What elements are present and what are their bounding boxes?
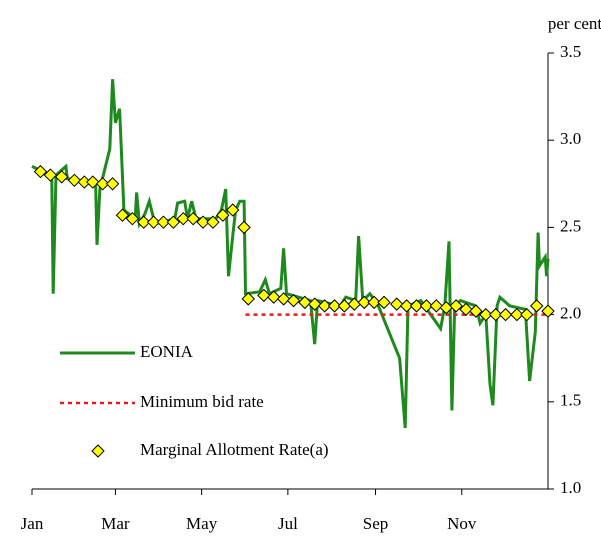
marker [357, 295, 371, 310]
marker [125, 211, 140, 226]
legend-marker [91, 444, 105, 458]
x-tick-label: Nov [447, 514, 477, 533]
line [31, 79, 550, 429]
marker [196, 215, 210, 229]
y-tick-label: 1.5 [560, 391, 581, 410]
marker [136, 215, 151, 229]
marker [298, 295, 312, 310]
marker [43, 168, 58, 182]
marker [115, 208, 130, 222]
marker [237, 220, 251, 235]
x-tick-label: May [186, 514, 218, 533]
marker [206, 215, 220, 229]
marker [479, 307, 493, 322]
legend-label: Marginal Allotment Rate(a) [140, 440, 329, 459]
marker [105, 177, 120, 191]
marker [449, 299, 463, 313]
marker [308, 297, 322, 311]
marker [95, 177, 110, 191]
marker [327, 299, 342, 313]
marker [146, 215, 161, 229]
legend-label: Minimum bid rate [140, 392, 264, 411]
marker [419, 299, 434, 313]
marker [54, 170, 69, 184]
marker [520, 307, 534, 322]
marker [409, 299, 424, 313]
marker [276, 292, 291, 306]
y-tick-label: 3.5 [560, 42, 581, 61]
legend-label: EONIA [140, 342, 194, 361]
x-tick-label: Jan [21, 514, 44, 533]
marker [176, 211, 190, 226]
marker [498, 307, 513, 322]
y-tick-label: 3.0 [560, 129, 581, 148]
marker [216, 208, 230, 222]
x-tick-label: Jul [278, 514, 298, 533]
marker [429, 299, 444, 313]
marker [377, 295, 391, 310]
marker [156, 215, 171, 229]
x-tick-label: Mar [101, 514, 130, 533]
y-tick-label: 2.5 [560, 216, 581, 235]
marker [459, 302, 473, 317]
marker [317, 299, 332, 313]
y-tick-label: 1.0 [560, 478, 581, 497]
marker [267, 290, 281, 304]
y-axis-label: per cent [548, 14, 601, 33]
marker [226, 203, 240, 217]
marker [86, 175, 100, 189]
marker [529, 299, 544, 313]
marker [488, 307, 503, 322]
marker [257, 288, 271, 303]
marker [286, 293, 301, 308]
marker [399, 299, 414, 313]
y-tick-label: 2.0 [560, 304, 581, 323]
marker [186, 211, 200, 226]
marker [67, 173, 82, 188]
marker [390, 297, 404, 311]
marker [367, 295, 381, 310]
marker [33, 164, 48, 179]
marker [541, 304, 555, 318]
marker [166, 215, 181, 229]
marker [337, 299, 352, 313]
marker [241, 292, 256, 306]
marker [510, 307, 524, 322]
x-tick-label: Sep [363, 514, 389, 533]
marker [469, 304, 483, 318]
